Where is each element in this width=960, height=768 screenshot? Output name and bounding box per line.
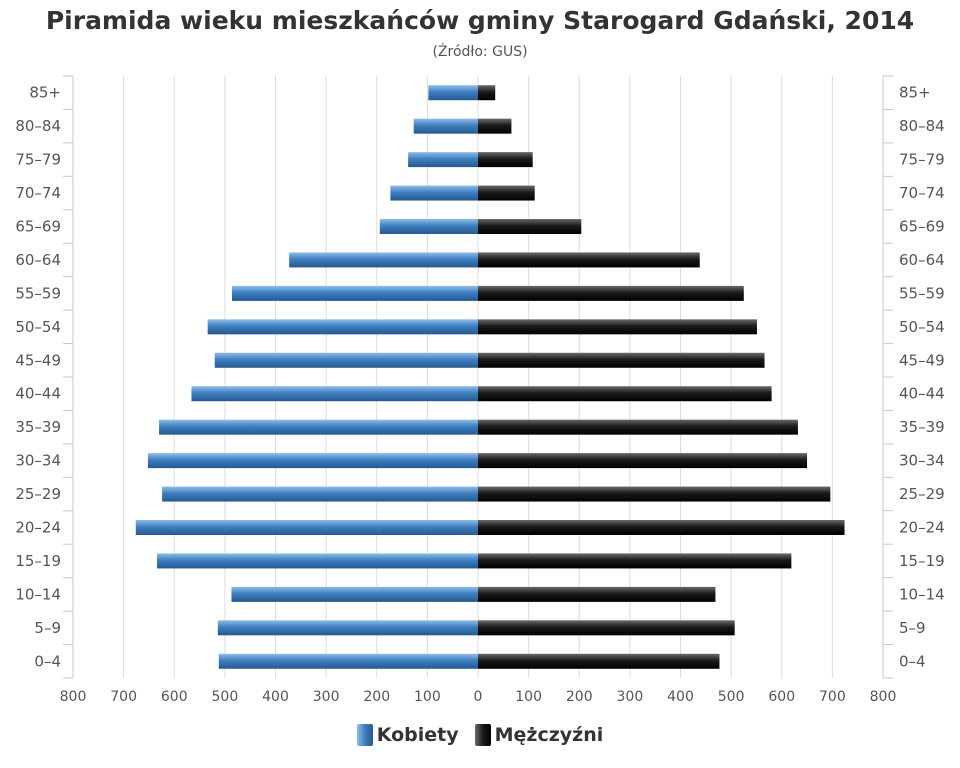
category-label-right: 80–84 (899, 117, 945, 135)
bar-mezczyzni[interactable] (478, 185, 535, 201)
legend-label-mezczyzni: Mężczyźni (494, 724, 604, 746)
bar-kobiety[interactable] (428, 85, 478, 101)
category-label-left: 70–74 (15, 184, 61, 202)
category-label-right: 45–49 (899, 351, 945, 369)
bar-kobiety[interactable] (147, 453, 479, 469)
category-label-right: 30–34 (899, 452, 945, 470)
x-tick-label: 700 (819, 689, 846, 705)
category-label-right: 25–29 (899, 485, 945, 503)
x-tick-label: 200 (363, 689, 390, 705)
category-label-right: 55–59 (899, 284, 945, 302)
category-label-right: 5–9 (899, 619, 926, 637)
bar-mezczyzni[interactable] (478, 520, 845, 535)
bar-kobiety[interactable] (408, 152, 478, 168)
category-label-left: 30–34 (15, 452, 61, 470)
bar-kobiety[interactable] (135, 520, 478, 535)
category-label-right: 10–14 (899, 585, 945, 603)
bar-kobiety[interactable] (207, 319, 478, 335)
bar-mezczyzni[interactable] (478, 118, 512, 134)
category-label-left: 60–64 (15, 251, 61, 269)
bar-kobiety[interactable] (218, 653, 479, 669)
bar-kobiety[interactable] (379, 219, 478, 234)
bar-kobiety[interactable] (289, 252, 478, 268)
category-label-left: 65–69 (15, 218, 61, 236)
x-tick-label: 500 (718, 689, 745, 705)
chart-subtitle: (Źródło: GUS) (432, 44, 528, 60)
category-label-right: 60–64 (899, 251, 945, 269)
bar-mezczyzni[interactable] (478, 219, 582, 234)
x-tick-label: 100 (414, 689, 441, 705)
x-tick-label: 0 (474, 689, 483, 705)
x-tick-label: 400 (262, 689, 289, 705)
bar-mezczyzni[interactable] (478, 319, 757, 335)
x-tick-label: 400 (667, 689, 694, 705)
bar-kobiety[interactable] (162, 486, 478, 502)
x-tick-label: 300 (313, 689, 340, 705)
category-label-left: 5–9 (34, 619, 61, 637)
bar-mezczyzni[interactable] (478, 419, 798, 435)
bar-kobiety[interactable] (413, 118, 478, 134)
x-tick-label: 600 (768, 689, 795, 705)
x-tick-label: 700 (110, 689, 137, 705)
bar-mezczyzni[interactable] (478, 252, 700, 268)
category-label-left: 85+ (29, 84, 61, 102)
legend-label-kobiety: Kobiety (376, 724, 459, 746)
bar-kobiety[interactable] (159, 419, 478, 435)
category-label-right: 85+ (899, 84, 931, 102)
legend-item-kobiety[interactable]: Kobiety (356, 724, 459, 746)
legend-item-mezczyzni[interactable]: Mężczyźni (474, 724, 604, 746)
legend-swatch-kobiety (356, 724, 373, 746)
category-label-right: 40–44 (899, 385, 945, 403)
category-label-right: 70–74 (899, 184, 945, 202)
bar-mezczyzni[interactable] (478, 352, 765, 368)
bar-mezczyzni[interactable] (478, 453, 808, 469)
x-tick-label: 100 (515, 689, 542, 705)
chart-title: Piramida wieku mieszkańców gminy Staroga… (45, 6, 915, 35)
x-tick-label: 300 (617, 689, 644, 705)
bar-mezczyzni[interactable] (478, 486, 831, 502)
category-label-left: 10–14 (15, 585, 61, 603)
category-label-left: 40–44 (15, 385, 61, 403)
bar-mezczyzni[interactable] (478, 586, 716, 602)
category-label-left: 15–19 (15, 552, 61, 570)
category-label-left: 20–24 (15, 519, 61, 537)
category-label-left: 80–84 (15, 117, 61, 135)
category-label-left: 0–4 (34, 652, 61, 670)
legend-swatch-mezczyzni (474, 724, 491, 746)
category-label-left: 25–29 (15, 485, 61, 503)
bar-kobiety[interactable] (191, 386, 478, 402)
category-label-right: 65–69 (899, 218, 945, 236)
bar-kobiety[interactable] (217, 620, 478, 636)
category-label-left: 75–79 (15, 151, 61, 169)
x-tick-label: 800 (870, 689, 897, 705)
x-tick-label: 500 (212, 689, 239, 705)
legend: Kobiety Mężczyźni (0, 724, 960, 746)
category-label-right: 50–54 (899, 318, 945, 336)
bar-mezczyzni[interactable] (478, 285, 744, 301)
bar-mezczyzni[interactable] (478, 152, 533, 168)
category-label-right: 0–4 (899, 652, 926, 670)
bar-kobiety[interactable] (214, 352, 478, 368)
category-label-right: 35–39 (899, 418, 945, 436)
bar-mezczyzni[interactable] (478, 620, 735, 636)
bar-mezczyzni[interactable] (478, 653, 720, 669)
bar-kobiety[interactable] (390, 185, 478, 201)
x-tick-label: 200 (566, 689, 593, 705)
category-label-left: 35–39 (15, 418, 61, 436)
category-label-left: 45–49 (15, 351, 61, 369)
bar-kobiety[interactable] (231, 586, 478, 602)
category-label-right: 15–19 (899, 552, 945, 570)
bar-mezczyzni[interactable] (478, 386, 772, 402)
x-tick-label: 600 (161, 689, 188, 705)
x-tick-label: 800 (60, 689, 87, 705)
category-label-left: 55–59 (15, 284, 61, 302)
category-label-right: 75–79 (899, 151, 945, 169)
category-label-right: 20–24 (899, 519, 945, 537)
bar-kobiety[interactable] (157, 553, 478, 569)
bar-mezczyzni[interactable] (478, 553, 792, 569)
bar-mezczyzni[interactable] (478, 85, 496, 101)
bar-kobiety[interactable] (231, 285, 478, 301)
category-label-left: 50–54 (15, 318, 61, 336)
